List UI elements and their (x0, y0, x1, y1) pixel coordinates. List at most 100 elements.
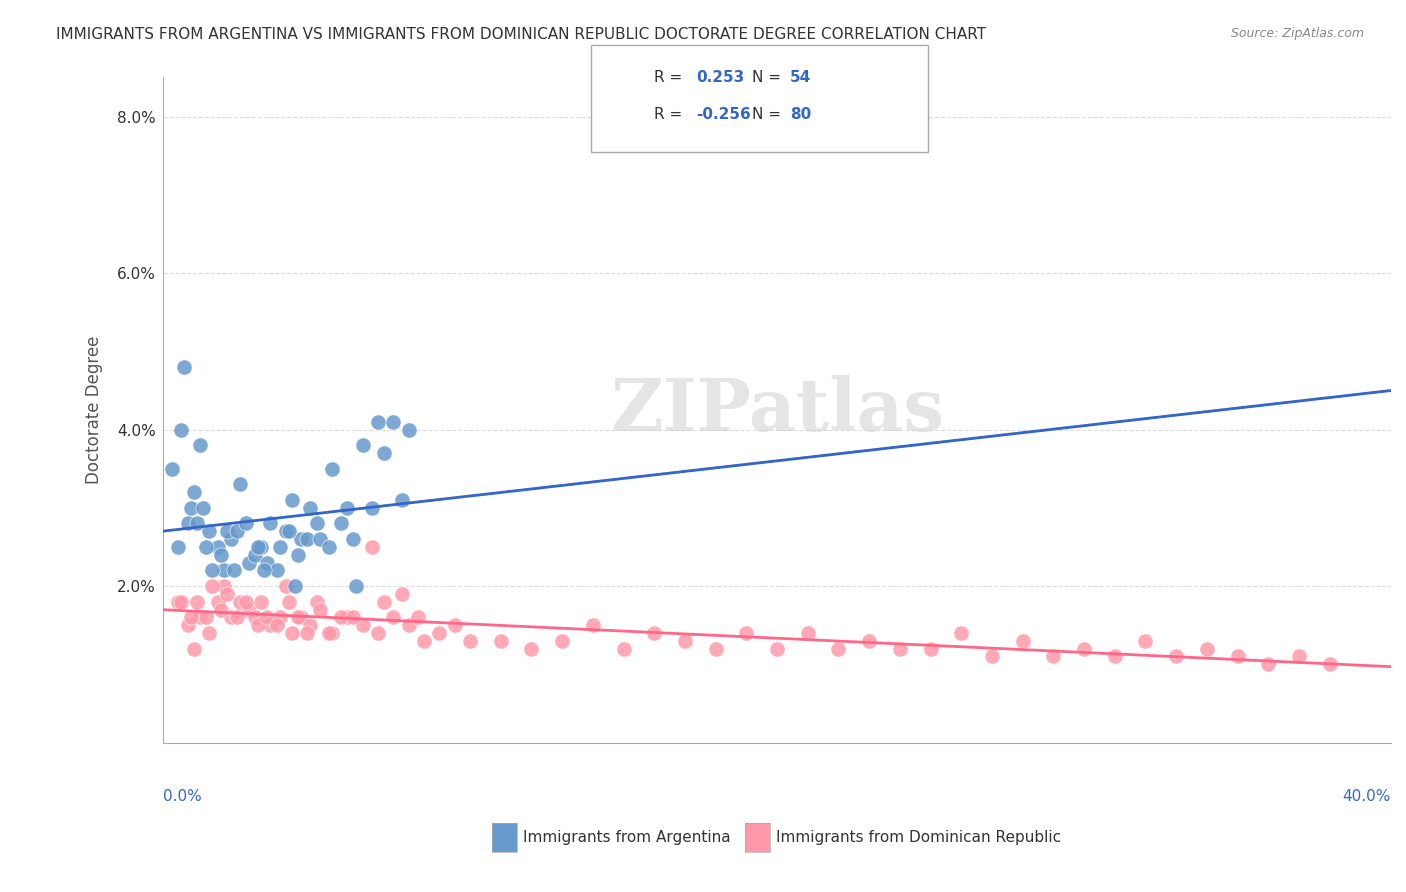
Text: -0.256: -0.256 (696, 107, 751, 122)
Point (342, 610, 364, 624)
Text: Immigrants from Dominican Republic: Immigrants from Dominican Republic (776, 830, 1062, 845)
Point (243, 610, 266, 624)
Point (398, 618, 420, 632)
Point (360, 500, 382, 515)
Point (330, 516, 353, 531)
Point (704, 641, 727, 656)
Text: IMMIGRANTS FROM ARGENTINA VS IMMIGRANTS FROM DOMINICAN REPUBLIC DOCTORATE DEGREE: IMMIGRANTS FROM ARGENTINA VS IMMIGRANTS … (56, 27, 987, 42)
Point (827, 641, 849, 656)
Point (195, 540, 218, 554)
Point (176, 516, 198, 531)
Point (229, 477, 252, 491)
Point (612, 641, 634, 656)
Point (222, 563, 245, 577)
Point (274, 579, 297, 593)
Point (235, 595, 257, 609)
Point (219, 610, 242, 624)
Point (373, 446, 395, 460)
Text: 54: 54 (790, 70, 811, 85)
Point (167, 595, 190, 609)
Point (336, 610, 359, 624)
Point (344, 579, 367, 593)
Point (277, 595, 299, 609)
Point (238, 556, 260, 570)
Text: Immigrants from Argentina: Immigrants from Argentina (523, 830, 731, 845)
Point (1164, 649, 1187, 664)
Point (321, 626, 343, 640)
Point (520, 641, 543, 656)
Text: 0.0%: 0.0% (163, 789, 201, 804)
Point (443, 618, 465, 632)
Point (406, 610, 429, 624)
Point (170, 423, 193, 437)
Point (269, 540, 291, 554)
Point (950, 626, 973, 640)
Text: R =: R = (654, 70, 688, 85)
Point (673, 633, 696, 648)
Point (259, 516, 281, 531)
Point (458, 633, 481, 648)
Point (1195, 641, 1218, 656)
Point (277, 524, 299, 539)
Point (188, 438, 211, 452)
Point (336, 500, 359, 515)
Point (796, 626, 818, 640)
Point (735, 626, 758, 640)
Point (207, 595, 229, 609)
Point (269, 610, 291, 624)
Point (297, 532, 319, 546)
Point (201, 563, 224, 577)
Text: 40.0%: 40.0% (1343, 789, 1391, 804)
Point (247, 618, 270, 632)
Point (330, 610, 353, 624)
Point (766, 641, 789, 656)
Point (1257, 657, 1279, 672)
Point (398, 423, 420, 437)
Point (382, 415, 405, 429)
Point (551, 633, 574, 648)
Y-axis label: Doctorate Degree: Doctorate Degree (86, 335, 103, 484)
Point (342, 532, 364, 546)
Point (373, 595, 395, 609)
Point (235, 516, 257, 531)
Point (238, 602, 260, 616)
Point (1226, 649, 1249, 664)
Point (352, 618, 374, 632)
Point (889, 641, 911, 656)
Point (367, 415, 389, 429)
Point (217, 587, 239, 601)
Point (318, 540, 340, 554)
Point (382, 610, 405, 624)
Point (274, 524, 297, 539)
Point (180, 500, 202, 515)
Point (1073, 641, 1095, 656)
Point (225, 610, 247, 624)
Point (305, 516, 328, 531)
Point (214, 563, 236, 577)
Text: N =: N = (752, 70, 786, 85)
Point (219, 532, 242, 546)
Text: ZIPatlas: ZIPatlas (610, 375, 943, 445)
Point (250, 540, 273, 554)
Point (195, 610, 218, 624)
Point (201, 579, 224, 593)
Point (920, 641, 942, 656)
Point (582, 618, 605, 632)
Point (183, 485, 205, 500)
Point (367, 626, 389, 640)
Point (186, 516, 208, 531)
Point (266, 618, 288, 632)
Point (299, 618, 322, 632)
Point (858, 633, 880, 648)
Point (360, 540, 382, 554)
Point (305, 595, 328, 609)
Point (186, 595, 208, 609)
Point (160, 461, 183, 475)
Point (225, 524, 247, 539)
Text: N =: N = (752, 107, 786, 122)
Point (308, 532, 330, 546)
Point (180, 610, 202, 624)
Point (1042, 649, 1064, 664)
Point (209, 548, 232, 562)
Point (290, 532, 312, 546)
